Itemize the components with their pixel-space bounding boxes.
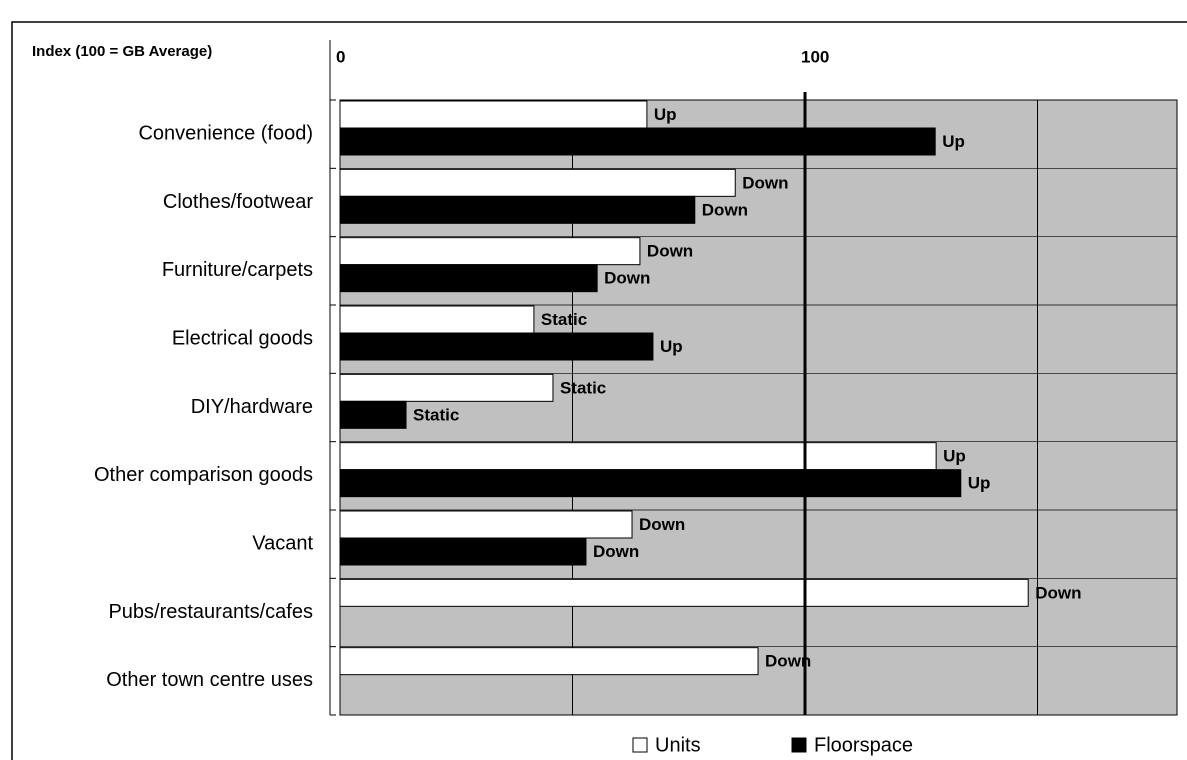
bar bbox=[339, 469, 962, 498]
bar bbox=[339, 510, 633, 539]
bar-annotation: Up bbox=[943, 447, 966, 466]
bar bbox=[339, 537, 587, 566]
bar bbox=[339, 305, 535, 334]
bar-annotation: Down bbox=[604, 269, 650, 288]
bar-annotation: Down bbox=[1035, 583, 1081, 602]
bar-annotation: Down bbox=[702, 200, 748, 219]
bar bbox=[339, 264, 598, 293]
bar bbox=[339, 127, 936, 156]
legend-swatch bbox=[632, 737, 648, 753]
bar bbox=[339, 400, 407, 429]
category-label: Pubs/restaurants/cafes bbox=[108, 601, 313, 623]
bar bbox=[339, 442, 937, 471]
legend-label: Floorspace bbox=[814, 734, 913, 756]
category-label: Other comparison goods bbox=[94, 464, 313, 486]
category-label: DIY/hardware bbox=[191, 396, 313, 418]
bar bbox=[339, 647, 759, 676]
bar-annotation: Down bbox=[593, 542, 639, 561]
bar-annotation: Down bbox=[742, 173, 788, 192]
bar bbox=[339, 195, 696, 224]
bar-annotation: Static bbox=[560, 378, 606, 397]
bar-annotation: Up bbox=[968, 474, 991, 493]
category-label: Electrical goods bbox=[172, 327, 313, 349]
category-label: Vacant bbox=[252, 532, 313, 554]
bar bbox=[339, 578, 1029, 607]
category-label: Clothes/footwear bbox=[163, 191, 313, 213]
bar-annotation: Down bbox=[647, 242, 693, 261]
bar bbox=[339, 332, 654, 361]
category-label: Furniture/carpets bbox=[162, 259, 313, 281]
bar bbox=[339, 237, 641, 266]
bar-annotation: Static bbox=[541, 310, 587, 329]
bar-annotation: Up bbox=[660, 337, 683, 356]
x-tick-label: 100 bbox=[801, 47, 829, 66]
bar-annotation: Up bbox=[654, 105, 677, 124]
axis-label: Index (100 = GB Average) bbox=[32, 43, 212, 60]
category-label: Other town centre uses bbox=[106, 669, 313, 691]
legend-swatch bbox=[791, 737, 807, 753]
bar bbox=[339, 168, 736, 197]
bar bbox=[339, 100, 648, 129]
x-tick-label: 0 bbox=[336, 47, 345, 66]
category-label: Convenience (food) bbox=[138, 122, 313, 144]
legend-label: Units bbox=[655, 734, 701, 756]
bar-annotation: Down bbox=[639, 515, 685, 534]
bar bbox=[339, 373, 554, 402]
bar-annotation: Static bbox=[413, 405, 459, 424]
bar-annotation: Up bbox=[942, 132, 965, 151]
bar-annotation: Down bbox=[765, 652, 811, 671]
